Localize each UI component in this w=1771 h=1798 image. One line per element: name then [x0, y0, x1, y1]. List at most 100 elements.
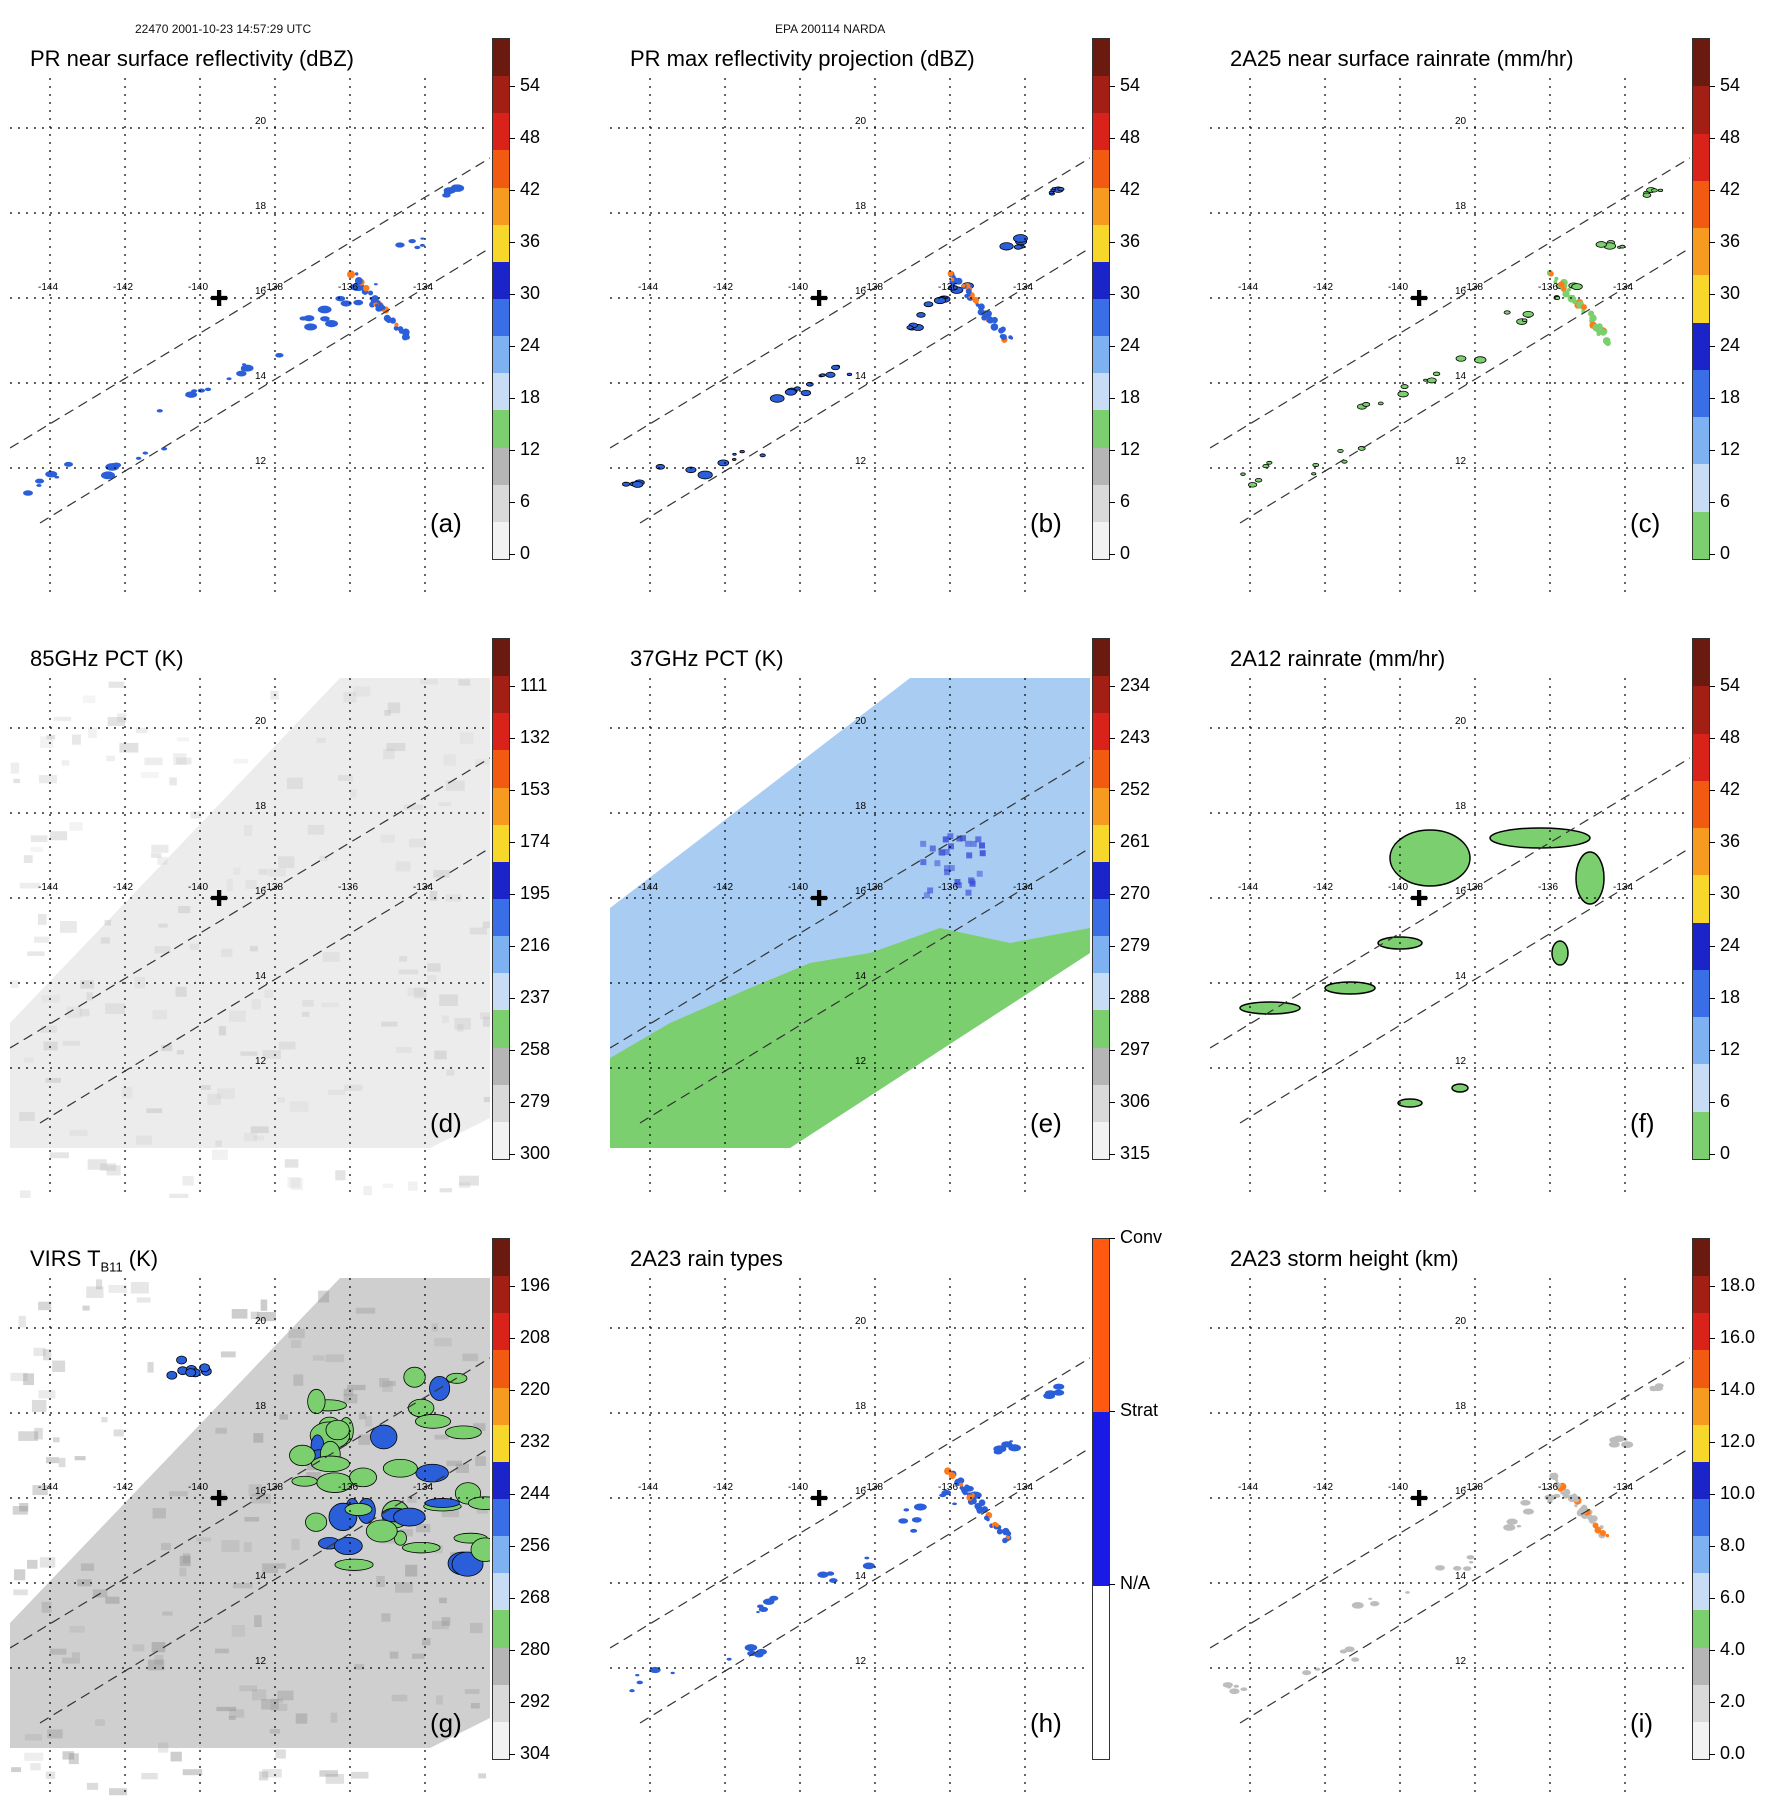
colorbar-tick-label: 12 [1720, 1039, 1740, 1060]
texture-mark [381, 1613, 390, 1621]
texture-mark [278, 856, 294, 868]
colorbar-tick [509, 1598, 515, 1599]
texture-mark [221, 949, 232, 957]
cloud-mark [402, 1542, 440, 1553]
colorbar-segment [1093, 825, 1109, 863]
colorbar-segment [493, 1499, 509, 1537]
colorbar-segment [1693, 512, 1709, 560]
echo-mark [390, 318, 396, 324]
texture-mark [215, 1649, 229, 1654]
colorbar-tick-label: 243 [1120, 727, 1150, 748]
colorbar-segment [1093, 1239, 1109, 1413]
lon-label: -134 [1013, 882, 1033, 893]
colorbar-tick [509, 1286, 515, 1287]
texture-mark [72, 1652, 80, 1657]
colorbar-tick [1709, 1390, 1715, 1391]
echo-mark [770, 395, 784, 403]
lat-label: 16 [1455, 1486, 1467, 1497]
colorbar-tick-label: 306 [1120, 1091, 1150, 1112]
texture-mark [279, 1414, 288, 1419]
colorbar-tick-label: 16.0 [1720, 1327, 1755, 1348]
echo-mark [829, 1578, 838, 1583]
echo-mark [671, 1672, 675, 1674]
colorbar-tick [1109, 1238, 1115, 1239]
colorbar-tick-label: 0 [1720, 543, 1730, 564]
texture-mark [483, 922, 490, 929]
echo-mark [1606, 1534, 1609, 1537]
texture-mark [190, 944, 200, 950]
colorbar-segment [493, 1425, 509, 1463]
colorbar-segment [1093, 1085, 1109, 1123]
colorbar-tick-label: 24 [520, 335, 540, 356]
colorbar-segment [1093, 299, 1109, 337]
echo-mark [820, 374, 825, 377]
lat-label: 20 [255, 1316, 267, 1327]
texture-mark [13, 779, 20, 783]
echo-mark [405, 335, 410, 340]
colorbar-segment [1693, 1239, 1709, 1277]
panel-title: 2A12 rainrate (mm/hr) [1230, 646, 1445, 672]
colorbar-tick [1109, 998, 1115, 999]
echo-mark [727, 1658, 732, 1661]
texture-mark [264, 990, 273, 998]
texture-mark [268, 868, 286, 876]
colorbar-tick [1109, 554, 1115, 555]
echo-mark [934, 297, 945, 303]
echo-mark [1523, 311, 1533, 317]
colorbar-tick [509, 1546, 515, 1547]
texture-mark [44, 1042, 58, 1051]
echo-mark [622, 482, 629, 486]
colorbar-tick-label: 54 [1120, 75, 1140, 96]
texture-mark [80, 1009, 90, 1017]
texture-mark [106, 756, 114, 762]
colorbar-segment [493, 485, 509, 523]
texture-mark [388, 703, 400, 714]
colorbar-segment [493, 299, 509, 337]
colorbar-segment [1093, 899, 1109, 937]
lon-label: -140 [788, 882, 808, 893]
echo-mark [157, 409, 163, 412]
rain-area [1490, 828, 1590, 848]
echo-mark [757, 1605, 764, 1609]
colorbar-segment [493, 150, 509, 188]
colorbar-segment [1093, 225, 1109, 263]
echo-mark [847, 373, 852, 376]
lat-label: 12 [255, 1656, 267, 1667]
texture-mark [396, 1047, 411, 1053]
lat-label: 18 [1455, 1401, 1467, 1412]
colorbar-tick-label: 268 [520, 1587, 550, 1608]
texture-mark [446, 781, 465, 791]
lat-label: 20 [255, 116, 267, 127]
texture-mark [30, 1763, 40, 1770]
texture-mark [39, 775, 57, 783]
echo-mark [733, 453, 737, 455]
colorbar-segment [1693, 1573, 1709, 1611]
colorbar-segment [493, 1350, 509, 1388]
echo-mark [964, 1484, 969, 1489]
colorbar-tick-label: 234 [1120, 675, 1150, 696]
colorbar-tick [1709, 790, 1715, 791]
cold-mark [948, 843, 954, 849]
echo-mark [355, 272, 358, 275]
echo-mark [1234, 1685, 1239, 1688]
colorbar-tick [1109, 738, 1115, 739]
texture-mark [475, 759, 489, 764]
cloud-mark [167, 1371, 177, 1379]
lat-label: 12 [255, 456, 267, 467]
texture-mark [177, 737, 189, 741]
texture-mark [176, 758, 191, 765]
colorbar-segment [1693, 686, 1709, 734]
colorbar-tick-label: 36 [1720, 831, 1740, 852]
lat-label: 12 [1455, 1656, 1467, 1667]
colorbar-segment [493, 1722, 509, 1760]
colorbar-segment [493, 1276, 509, 1314]
echo-mark [1658, 189, 1662, 191]
texture-mark [446, 1070, 454, 1076]
cold-mark [965, 841, 971, 847]
colorbar-tick [509, 1102, 515, 1103]
colorbar-tick [1709, 1598, 1715, 1599]
colorbar-segment [1693, 1685, 1709, 1723]
texture-mark [86, 992, 92, 1000]
swath-edge [1210, 1358, 1690, 1648]
